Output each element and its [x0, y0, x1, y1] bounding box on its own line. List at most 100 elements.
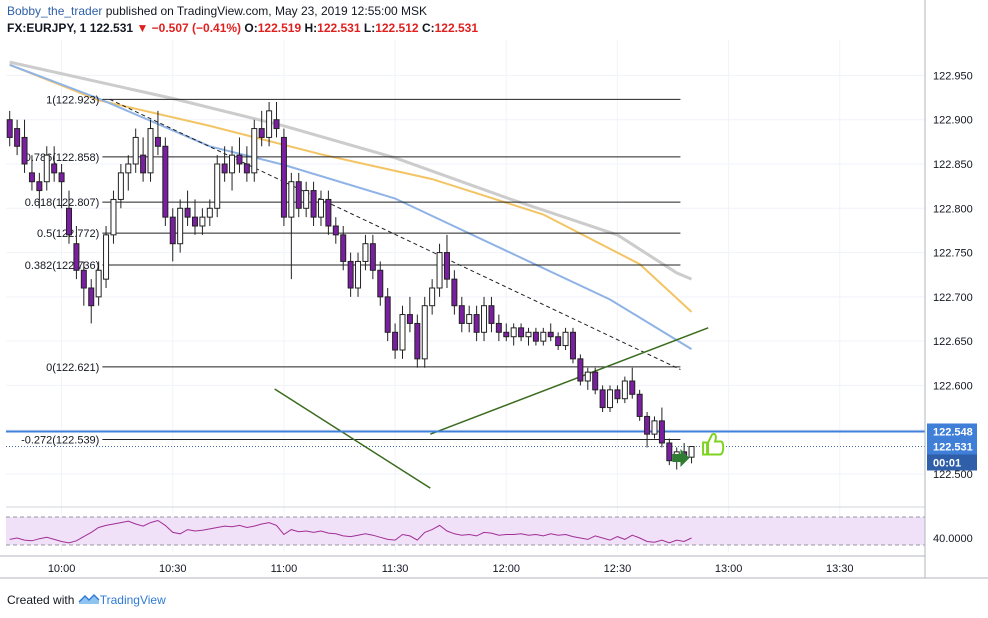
fib-level-label: 0.786(122.858): [25, 152, 100, 164]
time-tick-label: 13:30: [826, 563, 854, 575]
candle-body: [125, 163, 132, 174]
candle-body: [199, 216, 206, 227]
candle-body: [103, 234, 110, 280]
chart-area[interactable]: 1(122.923)0.786(122.858)0.618(122.807)0.…: [0, 0, 988, 590]
candle-body: [236, 154, 243, 165]
candle-body: [117, 172, 124, 200]
tradingview-brand[interactable]: TradingView: [99, 593, 166, 607]
rsi-level-label: 40.0000: [933, 533, 973, 545]
price-tick-label: 122.950: [933, 70, 973, 82]
candle-body: [243, 163, 250, 174]
candle-body: [132, 136, 139, 165]
candle-body: [28, 172, 35, 183]
high-value: 122.531: [317, 21, 361, 35]
time-tick-label: 11:30: [382, 563, 409, 575]
trendline: [109, 98, 681, 370]
candle-body: [547, 331, 554, 338]
candle-body: [147, 128, 154, 174]
candle-body: [169, 216, 176, 245]
candle-body: [466, 314, 473, 324]
fib-level-label: 0(122.621): [46, 362, 99, 374]
rsi-pane: [6, 506, 925, 546]
low-label: L:: [363, 21, 376, 35]
price-label-bg: [927, 423, 977, 440]
candle-body: [162, 145, 169, 218]
drawn-lines[interactable]: [6, 98, 925, 489]
candle-body: [229, 154, 236, 174]
candle-body: [599, 389, 606, 409]
candle-body: [399, 314, 406, 351]
candle-body: [503, 331, 510, 338]
moving-average-line: [9, 63, 693, 313]
author-link[interactable]: Bobby_the_trader: [7, 4, 103, 18]
candle-body: [6, 119, 13, 138]
symbol-label[interactable]: FX:EURJPY, 1: [7, 21, 87, 35]
candle-body: [510, 327, 517, 338]
candle-body: [532, 331, 539, 342]
candles: [6, 102, 695, 470]
time-tick-label: 13:00: [715, 563, 743, 575]
candle-body: [88, 287, 95, 307]
price-change: ▼ −0.507 (−0.41%): [136, 21, 242, 35]
rsi-band: [6, 517, 925, 545]
annotations: [672, 432, 725, 468]
candle-body: [317, 198, 324, 218]
candle-body: [14, 128, 21, 147]
time-tick-label: 11:00: [271, 563, 298, 575]
candle-body: [518, 327, 525, 338]
candle-body: [443, 252, 450, 280]
candle-body: [355, 260, 362, 289]
price-label: 00:01: [933, 457, 961, 469]
candle-body: [325, 198, 332, 227]
candle-body: [607, 389, 614, 409]
tradingview-logo-icon: [78, 594, 100, 604]
open-label: O:: [244, 21, 258, 35]
open-value: 122.519: [257, 21, 302, 35]
candle-body: [43, 154, 50, 183]
candle-body: [562, 331, 569, 347]
channel-line: [274, 388, 431, 489]
candle-body: [392, 331, 399, 351]
candle-body: [332, 225, 339, 236]
candle-body: [525, 331, 532, 338]
candle-body: [206, 207, 213, 218]
time-tick-label: 10:00: [48, 563, 76, 575]
candle-body: [303, 190, 310, 209]
candle-body: [451, 278, 458, 307]
candle-body: [110, 198, 117, 236]
candle-body: [636, 393, 643, 417]
candle-body: [651, 420, 658, 435]
thumbs-up-icon: [702, 432, 725, 456]
candle-body: [80, 269, 87, 289]
candle-body: [140, 154, 147, 174]
grid: [6, 40, 925, 552]
candle-body: [406, 314, 413, 324]
price-label: 122.548: [933, 426, 973, 438]
candle-body: [362, 243, 369, 262]
candle-body: [666, 442, 673, 462]
candle-body: [436, 252, 443, 289]
candle-body: [429, 287, 436, 307]
footer: Created with TradingView: [7, 593, 166, 607]
high-label: H:: [304, 21, 318, 35]
candle-body: [644, 415, 651, 435]
candle-body: [414, 322, 421, 360]
candle-body: [310, 190, 317, 218]
candle-body: [495, 322, 502, 333]
candle-body: [540, 331, 547, 342]
low-value: 122.512: [375, 21, 419, 35]
candle-body: [384, 296, 391, 333]
candle-body: [73, 243, 80, 271]
price-tick-label: 122.850: [933, 159, 973, 171]
candle-body: [458, 305, 465, 324]
candle-body: [221, 163, 228, 174]
candle-body: [295, 181, 302, 209]
close-label: C:: [421, 21, 435, 35]
candle-body: [191, 216, 198, 227]
channel-line: [430, 327, 709, 435]
candle-body: [488, 305, 495, 324]
fib-level-label: -0.272(122.539): [21, 434, 99, 446]
published-text: published on TradingView.com, May 23, 20…: [102, 4, 428, 18]
time-tick-label: 12:00: [492, 563, 520, 575]
moving-average-line: [9, 60, 693, 281]
